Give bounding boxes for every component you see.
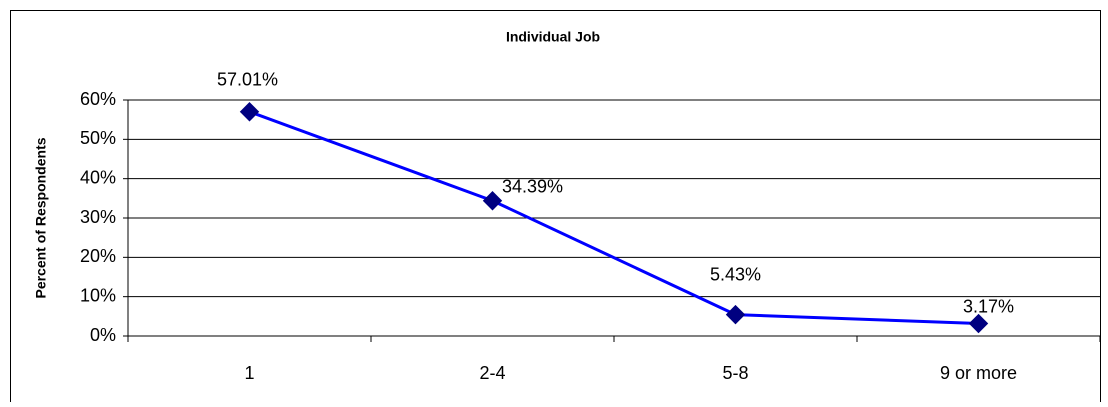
y-tick-label: 0% (90, 325, 116, 345)
y-axis-label: Percent of Respondents (33, 137, 49, 298)
line (248, 110, 979, 326)
y-tick-label: 50% (80, 128, 116, 148)
chart-border (10, 10, 1101, 406)
x-tick-label: 9 or more (940, 363, 1017, 383)
data-label: 3.17% (963, 296, 1014, 316)
x-tick-label: 5-8 (722, 363, 748, 383)
chart-title: Individual Job (506, 29, 600, 45)
data-label: 34.39% (502, 176, 563, 196)
y-tick-label: 20% (80, 246, 116, 266)
y-tick-label: 60% (80, 89, 116, 109)
y-tick-label: 40% (80, 167, 116, 187)
marker (482, 191, 503, 211)
y-tick-label: 30% (80, 207, 116, 227)
marker (725, 304, 746, 325)
data-label: 57.01% (217, 70, 278, 90)
data-label: 5.43% (710, 264, 761, 284)
marker (968, 313, 989, 334)
marker (239, 102, 260, 122)
x-tick-label: 1 (244, 363, 254, 383)
y-tick-label: 10% (80, 285, 116, 305)
x-tick-label: 2-4 (479, 363, 505, 383)
